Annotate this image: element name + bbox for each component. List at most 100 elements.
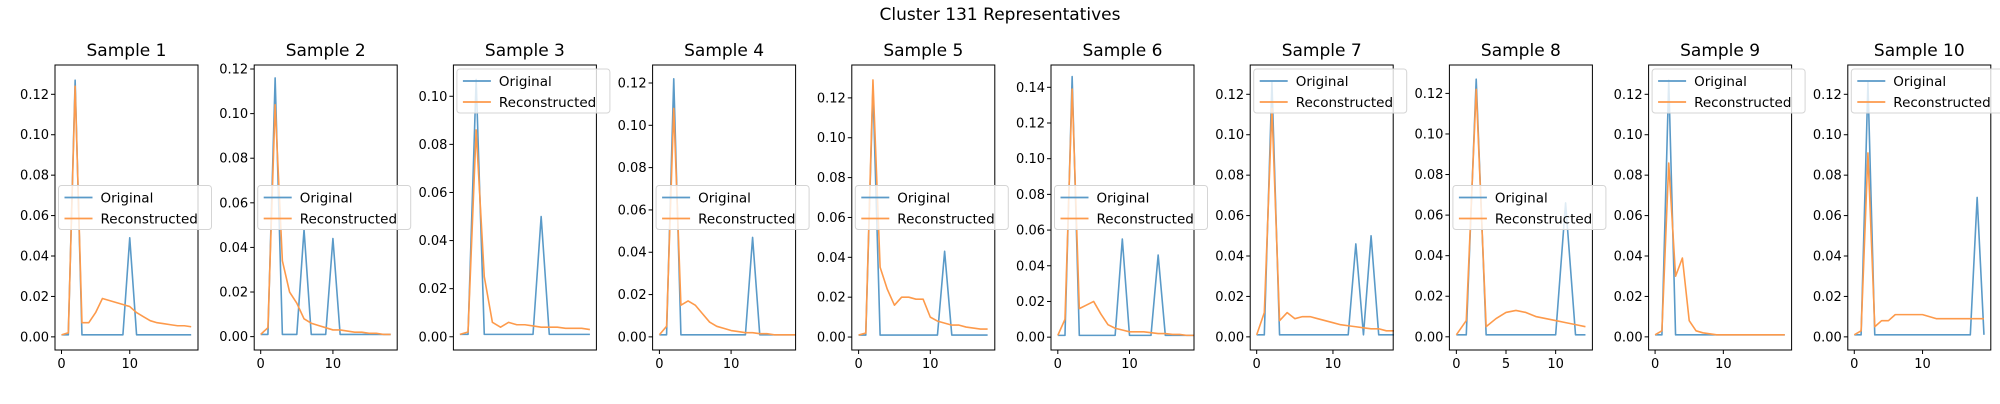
original-series-line xyxy=(1057,75,1194,337)
y-tick-label: 0.12 xyxy=(618,76,647,91)
reconstructed-series-line xyxy=(1853,152,1984,336)
reconstructed-series-line xyxy=(1455,88,1586,336)
y-tick-label: 0.00 xyxy=(219,330,248,345)
legend: Original Reconstructed xyxy=(58,185,212,230)
subplot-title: Sample 10 xyxy=(1874,41,1965,61)
y-tick-label: 0.04 xyxy=(618,246,647,261)
y-tick-label: 0.06 xyxy=(20,209,49,224)
legend-label: Reconstructed xyxy=(1495,212,1592,228)
x-tick-label: 0 xyxy=(1651,357,1659,372)
y-tick-label: 0.12 xyxy=(1614,88,1643,103)
legend-label: Reconstructed xyxy=(698,212,795,228)
reconstructed-series-line xyxy=(1057,88,1194,337)
legend: Original Reconstructed xyxy=(456,68,611,114)
y-tick-label: 0.06 xyxy=(1813,209,1842,224)
y-tick-label: 0.08 xyxy=(1215,169,1244,184)
reconstructed-series-line xyxy=(61,85,192,336)
legend-label: Original xyxy=(101,191,154,207)
legend-label: Reconstructed xyxy=(897,212,994,228)
y-tick-label: 0.08 xyxy=(1614,169,1643,184)
y-tick-label: 0.06 xyxy=(1016,224,1045,239)
subplot-9: Sample 9 0.00 0.02 0.04 0.06 0.08 0.10 0.12 0 10 O… xyxy=(1614,41,1806,372)
y-tick-label: 0.02 xyxy=(1215,290,1244,305)
axes-frame xyxy=(452,64,597,351)
y-tick-label: 0.00 xyxy=(20,330,49,345)
legend-label: Reconstructed xyxy=(1694,95,1791,111)
legend-label: Reconstructed xyxy=(101,212,198,228)
x-tick-label: 10 xyxy=(1325,357,1342,372)
legend-box xyxy=(257,185,412,230)
original-series-line xyxy=(858,87,988,336)
y-tick-label: 0.00 xyxy=(1614,330,1643,345)
y-tick-label: 0.08 xyxy=(1016,188,1045,203)
y-tick-label: 0.00 xyxy=(1414,330,1443,345)
x-tick-label: 0 xyxy=(57,357,65,372)
y-tick-label: 0.08 xyxy=(20,169,49,184)
subplot-title: Sample 4 xyxy=(684,41,764,61)
subplot-8: Sample 8 0.00 0.02 0.04 0.06 0.08 0.10 0.12 0 5 10… xyxy=(1414,41,1607,372)
subplot-5: Sample 5 0.00 0.02 0.04 0.06 0.08 0.10 0.12 0 10 O… xyxy=(817,41,1009,372)
subplot-title: Sample 6 xyxy=(1083,41,1163,61)
y-tick-label: 0.00 xyxy=(1016,331,1045,346)
y-tick-label: 0.06 xyxy=(817,211,846,226)
y-tick-label: 0.00 xyxy=(618,330,647,345)
y-tick-label: 0.08 xyxy=(1813,169,1842,184)
subplot-title: Sample 8 xyxy=(1481,41,1561,61)
x-tick-label: 10 xyxy=(121,357,138,372)
x-tick-label: 0 xyxy=(1850,357,1858,372)
y-tick-label: 0.12 xyxy=(1813,88,1842,103)
y-tick-label: 0.02 xyxy=(20,290,49,305)
y-tick-label: 0.04 xyxy=(418,234,447,249)
legend-label: Original xyxy=(499,74,552,90)
y-tick-label: 0.02 xyxy=(1016,295,1045,310)
y-tick-label: 0.10 xyxy=(20,128,49,143)
y-tick-label: 0.00 xyxy=(418,330,447,345)
y-tick-label: 0.06 xyxy=(618,203,647,218)
legend-label: Reconstructed xyxy=(1097,212,1194,228)
original-series-line xyxy=(459,78,590,336)
subplot-2: Sample 2 0.00 0.02 0.04 0.06 0.08 0.10 0.12 0 10 O… xyxy=(219,41,412,372)
x-tick-label: 0 xyxy=(1452,357,1460,372)
y-tick-label: 0.02 xyxy=(1614,290,1643,305)
x-tick-label: 10 xyxy=(1121,357,1138,372)
x-tick-label: 10 xyxy=(325,357,342,372)
y-tick-label: 0.08 xyxy=(219,152,248,167)
legend-label: Original xyxy=(300,191,353,207)
legend-label: Reconstructed xyxy=(1893,95,1990,111)
y-tick-label: 0.04 xyxy=(1215,250,1244,265)
legend-label: Original xyxy=(897,191,950,207)
y-tick-label: 0.04 xyxy=(1614,250,1643,265)
subplot-title: Sample 3 xyxy=(485,41,565,61)
figure-title: Cluster 131 Representatives xyxy=(880,5,1121,25)
legend-label: Reconstructed xyxy=(1296,95,1393,111)
legend: Original Reconstructed xyxy=(1054,185,1208,230)
y-tick-label: 0.10 xyxy=(618,119,647,134)
y-tick-label: 0.02 xyxy=(1813,290,1842,305)
y-tick-label: 0.04 xyxy=(817,251,846,266)
axes-frame xyxy=(1648,64,1793,351)
y-tick-label: 0.14 xyxy=(1016,81,1045,96)
legend-box xyxy=(456,68,611,114)
legend-box xyxy=(854,185,1009,230)
subplot-title: Sample 1 xyxy=(87,41,167,61)
y-tick-label: 0.06 xyxy=(418,186,447,201)
subplot-title: Sample 5 xyxy=(883,41,963,61)
legend-label: Original xyxy=(1495,191,1548,207)
x-tick-label: 10 xyxy=(922,357,939,372)
subplot-6: Sample 6 0.00 0.02 0.04 0.06 0.08 0.10 0.12 0.14… xyxy=(1016,41,1208,372)
legend: Original Reconstructed xyxy=(257,185,412,230)
legend-label: Original xyxy=(698,191,751,207)
reconstructed-series-line xyxy=(260,103,391,336)
y-tick-label: 0.08 xyxy=(618,161,647,176)
y-tick-label: 0.04 xyxy=(1414,249,1443,264)
subplot-1: Sample 1 0.00 0.02 0.04 0.06 0.08 0.10 0.12 0 10 O… xyxy=(20,41,212,372)
y-tick-label: 0.06 xyxy=(1414,209,1443,224)
legend-label: Original xyxy=(1097,191,1150,207)
reconstructed-series-line xyxy=(1255,107,1394,336)
x-tick-label: 10 xyxy=(1547,357,1564,372)
legend: Original Reconstructed xyxy=(1850,68,2000,114)
subplot-title: Sample 9 xyxy=(1680,41,1760,61)
legend: Original Reconstructed xyxy=(1452,185,1607,230)
y-tick-label: 0.10 xyxy=(418,90,447,105)
legend-label: Reconstructed xyxy=(499,95,596,111)
